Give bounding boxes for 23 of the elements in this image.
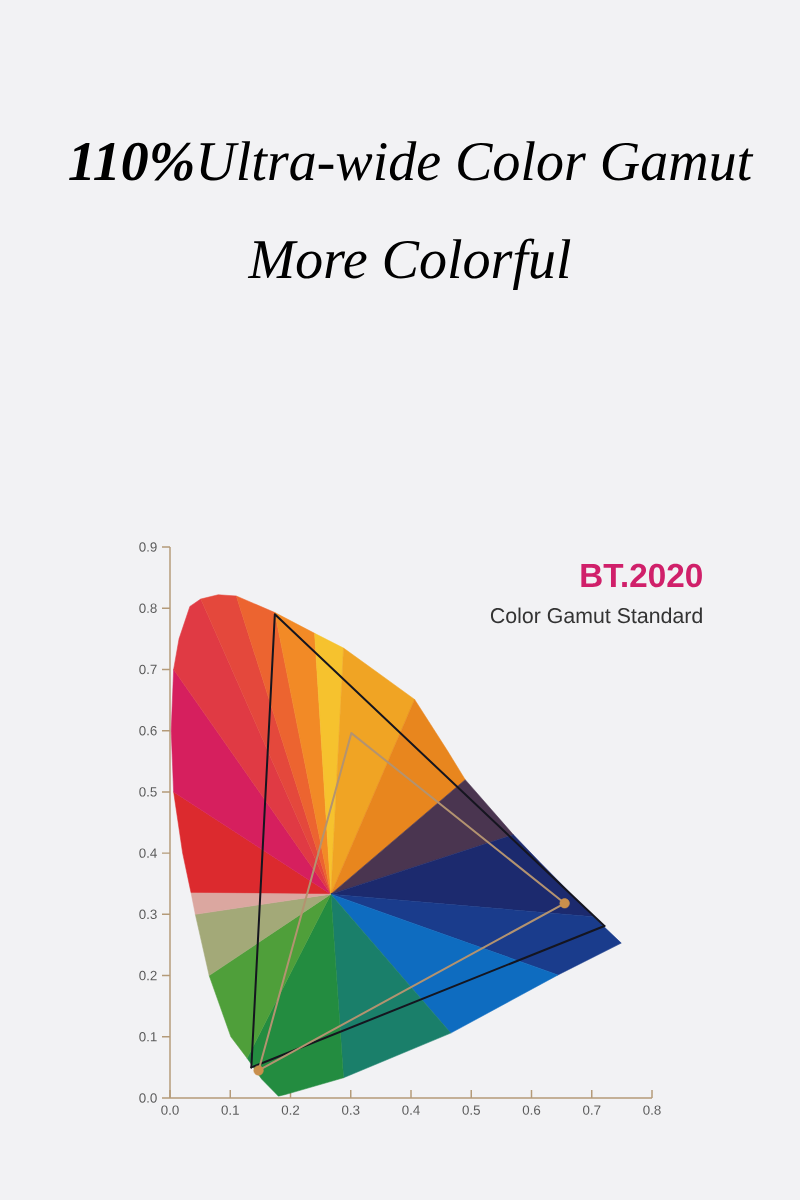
y-tick-label: 0.0 (139, 1093, 157, 1103)
x-tick-label: 0.8 (643, 1105, 661, 1115)
y-tick-label: 0.2 (139, 970, 157, 981)
x-tick-label: 0.6 (522, 1105, 541, 1115)
y-tick-label: 0.7 (139, 664, 157, 675)
y-tick-label: 0.9 (139, 542, 157, 552)
x-tick-label: 0.2 (281, 1105, 300, 1115)
annotation: BT.2020 (581, 563, 702, 588)
y-tick-label: 0.4 (139, 848, 157, 858)
y-tick-label: 0.5 (139, 787, 157, 797)
chart-title: 110%Ultra-wide Color Gamut (69, 141, 754, 181)
y-tick-label: 0.1 (139, 1032, 157, 1042)
x-tick-label: 0.5 (462, 1105, 480, 1115)
x-tick-label: 0.7 (583, 1105, 601, 1115)
y-tick-label: 0.6 (139, 725, 157, 736)
y-tick-label: 0.3 (139, 909, 157, 920)
annotation: Color Gamut Standard (490, 607, 702, 624)
x-tick-label: 0.1 (221, 1105, 239, 1115)
y-tick-label: 0.8 (139, 603, 157, 613)
x-tick-label: 0.4 (402, 1105, 420, 1115)
x-tick-label: 0.3 (342, 1105, 360, 1115)
x-tick-label: 0.0 (161, 1105, 179, 1115)
chart-subtitle: More Colorful (247, 238, 571, 290)
